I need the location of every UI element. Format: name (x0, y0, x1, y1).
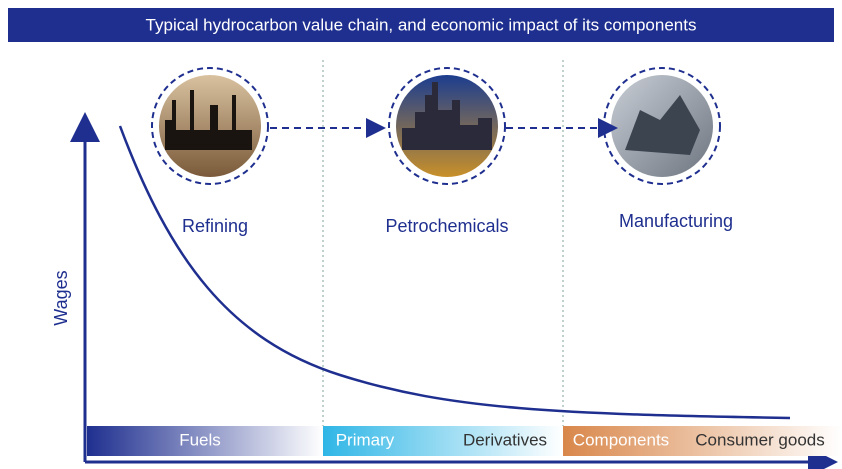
y-axis-label: Wages (51, 270, 71, 325)
title: Typical hydrocarbon value chain, and eco… (146, 15, 697, 34)
stage-label: Manufacturing (619, 211, 733, 231)
stage-petrochemicals: Petrochemicals (385, 68, 508, 236)
stage-refining: Refining (152, 68, 268, 236)
segment-label: Consumer goods (695, 430, 824, 449)
segment-label: Primary (336, 430, 395, 449)
segment-label: Components (573, 430, 669, 449)
stage-label: Refining (182, 216, 248, 236)
diagram: Typical hydrocarbon value chain, and eco… (0, 0, 842, 469)
stage-manufacturing: Manufacturing (604, 68, 733, 231)
segment-label: Fuels (179, 430, 221, 449)
stage-label: Petrochemicals (385, 216, 508, 236)
segment-label: Derivatives (463, 430, 547, 449)
